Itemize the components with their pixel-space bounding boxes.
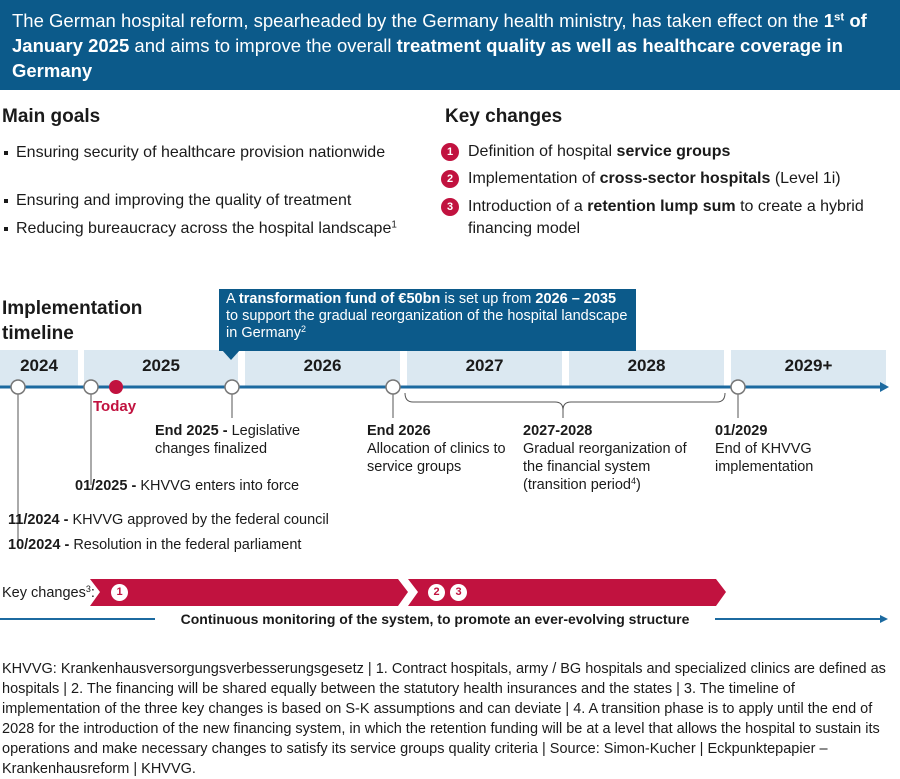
event-text: ) bbox=[636, 477, 641, 493]
callout: A transformation fund of €50bn is set up… bbox=[219, 289, 636, 351]
phase-badge: 2 bbox=[428, 584, 445, 601]
section-title: Main goals bbox=[2, 106, 101, 127]
monitoring-arrowhead bbox=[880, 615, 888, 623]
year-label: 2027 bbox=[465, 356, 504, 375]
key-change-text: Definition of hospital bbox=[468, 143, 613, 160]
event-date: 2027-2028 bbox=[523, 423, 593, 439]
phase-arrow bbox=[408, 579, 726, 606]
header: The German hospital reform, spearheaded … bbox=[0, 0, 900, 90]
label-text: : bbox=[90, 585, 95, 601]
phase-badge: 1 bbox=[111, 584, 128, 601]
footnote: KHVVG: Krankenhausversorgungsverbesserun… bbox=[2, 661, 886, 777]
key-change-bold: service groups bbox=[616, 143, 731, 160]
year-label: 2029+ bbox=[784, 356, 833, 375]
event: 2027-2028 Gradual reorganization of the f… bbox=[523, 422, 698, 494]
goal: Reducing bureaucracy across the hospital… bbox=[2, 218, 397, 239]
event: End 2025 - Legislative changes finalized bbox=[155, 422, 330, 458]
goal: Ensuring security of healthcare provisio… bbox=[2, 142, 397, 163]
event-text: End of KHVVG implementation bbox=[715, 441, 814, 475]
event-text: Resolution in the federal parliament bbox=[73, 537, 302, 553]
callout-pointer bbox=[222, 350, 240, 360]
label-text: Key changes bbox=[2, 585, 86, 601]
monitoring-text: Continuous monitoring of the system, to … bbox=[180, 611, 690, 627]
key-change: 3 Introduction of a retention lump sum to… bbox=[441, 196, 891, 240]
key-change-bold: cross-sector hospitals bbox=[599, 170, 771, 187]
event: 10/2024 - Resolution in the federal parl… bbox=[8, 536, 368, 554]
footnote-ref: 1 bbox=[391, 219, 397, 231]
footnote-ref: 2 bbox=[300, 324, 306, 335]
event-date: 01/2029 bbox=[715, 423, 768, 439]
event-date: 11/2024 - bbox=[8, 512, 69, 528]
footnote-ref: 4 bbox=[631, 476, 636, 487]
event-date: End 2026 bbox=[367, 423, 431, 439]
today-label: Today bbox=[93, 398, 137, 415]
number-badge: 1 bbox=[441, 143, 459, 161]
footnote-ref: 3 bbox=[85, 584, 91, 595]
year-label: 2026 bbox=[303, 356, 342, 375]
year-label: 2028 bbox=[627, 356, 666, 375]
event: 01/2025 - KHVVG enters into force bbox=[75, 477, 375, 495]
event-text: KHVVG approved by the federal council bbox=[72, 512, 329, 528]
goal-text: Ensuring and improving the quality of tr… bbox=[16, 192, 352, 209]
event: 01/2029 End of KHVVG implementation bbox=[715, 422, 865, 476]
key-change: 1 Definition of hospital service groups bbox=[441, 141, 891, 163]
key-changes-label: Key changes3: bbox=[2, 584, 95, 602]
header-bold: treatment quality as well as healthcare … bbox=[12, 35, 843, 81]
event-text: Allocation of clinics to service groups bbox=[367, 441, 506, 475]
goal-text: Ensuring security of healthcare provisio… bbox=[16, 144, 386, 161]
event-date: End 2025 - bbox=[155, 423, 228, 439]
event-date: 01/2025 - bbox=[75, 478, 137, 494]
event-text: Gradual reorganization of the financial … bbox=[523, 441, 687, 493]
section-title: Implementation timeline bbox=[2, 298, 143, 344]
event: 11/2024 - KHVVG approved by the federal … bbox=[8, 511, 368, 529]
key-change-text: Introduction of a bbox=[468, 198, 583, 215]
header-text: and aims to improve the overall bbox=[134, 35, 392, 56]
callout-bold: transformation fund of €50bn bbox=[238, 291, 441, 307]
timeline-arrowhead bbox=[880, 382, 889, 392]
key-change-bold: retention lump sum bbox=[587, 198, 736, 215]
goal-text: Reducing bureaucracy across the hospital… bbox=[16, 220, 392, 237]
phase-arrow bbox=[90, 579, 408, 606]
header-text: The German hospital reform, spearheaded … bbox=[12, 10, 819, 31]
phase-badge: 3 bbox=[450, 584, 467, 601]
event-text: Legislative changes finalized bbox=[155, 423, 301, 457]
key-change-text: to create a hybrid financing model bbox=[468, 198, 864, 237]
header-bold: of January 2025 bbox=[12, 10, 867, 56]
key-change-text: Implementation of bbox=[468, 170, 596, 187]
year-label: 2024 bbox=[20, 356, 58, 375]
year-band bbox=[0, 350, 886, 386]
key-change: 2 Implementation of cross-sector hospital… bbox=[441, 168, 891, 190]
today-marker bbox=[109, 380, 123, 394]
goal: Ensuring and improving the quality of tr… bbox=[2, 190, 397, 211]
callout-bold: 2026 – 2035 bbox=[535, 291, 617, 307]
number-badge: 3 bbox=[441, 198, 459, 216]
event: End 2026 Allocation of clinics to service… bbox=[367, 422, 512, 476]
callout-text: A bbox=[226, 291, 235, 307]
connectors bbox=[17, 392, 739, 545]
key-change-text: (Level 1i) bbox=[774, 170, 841, 187]
year-label: 2025 bbox=[142, 356, 180, 375]
callout-text: is set up from bbox=[444, 291, 532, 307]
event-date: 10/2024 - bbox=[8, 537, 70, 553]
section-title: Key changes bbox=[445, 106, 563, 127]
milestones bbox=[10, 379, 746, 395]
header-sup: st bbox=[834, 11, 845, 24]
event-text: KHVVG enters into force bbox=[140, 478, 300, 494]
callout-text: to support the gradual reorganization of… bbox=[226, 308, 628, 341]
number-badge: 2 bbox=[441, 170, 459, 188]
header-bold: 1 bbox=[823, 10, 834, 31]
